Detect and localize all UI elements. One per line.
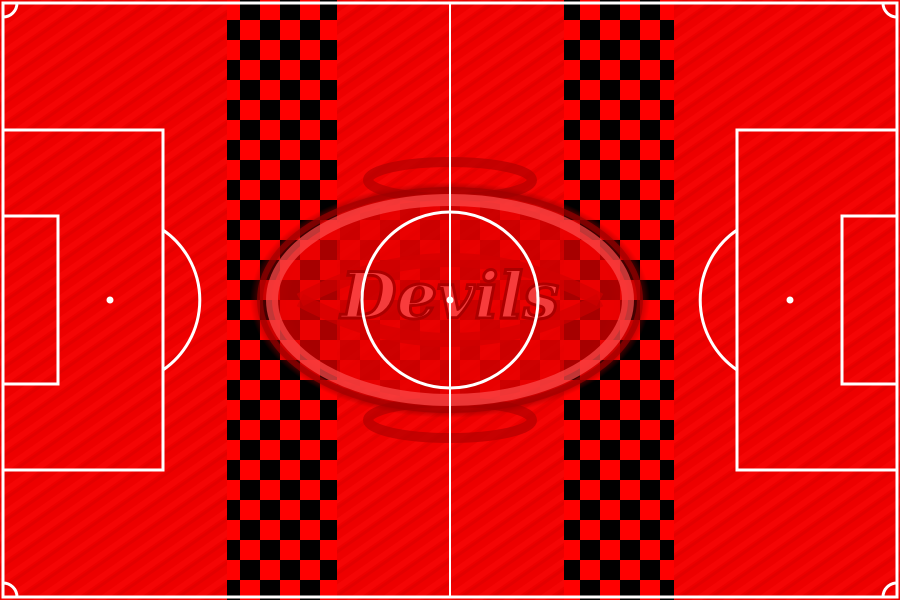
corner-arc-bottom-left bbox=[2, 581, 19, 598]
corner-arc-bottom-right bbox=[881, 581, 898, 598]
pitch-spots bbox=[106, 296, 794, 304]
corner-arc-top-right bbox=[881, 2, 898, 19]
left-penalty-spot bbox=[106, 296, 114, 304]
center-spot bbox=[446, 296, 454, 304]
center-circle bbox=[360, 210, 540, 390]
left-penalty-arc bbox=[162, 228, 202, 372]
right-penalty-arc bbox=[698, 228, 738, 372]
right-goal-area bbox=[840, 214, 899, 386]
corner-arc-top-left bbox=[2, 2, 19, 19]
left-goal-area bbox=[1, 214, 60, 386]
right-penalty-spot bbox=[786, 296, 794, 304]
